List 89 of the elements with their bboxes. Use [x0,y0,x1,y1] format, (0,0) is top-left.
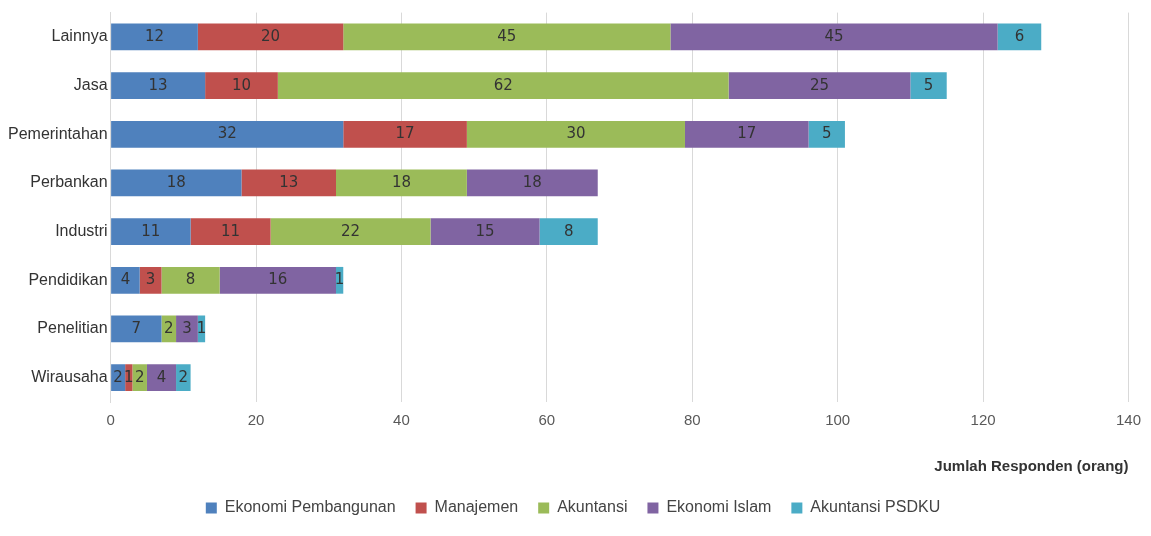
bar [808,120,845,148]
data-label: 3 [182,318,192,337]
bar [343,120,467,148]
bar [270,218,431,246]
data-label: 18 [522,172,542,191]
data-label: 5 [923,75,934,94]
data-label: 12 [144,26,165,45]
bar [277,72,729,99]
legend-label: Akuntansi PSDKU [810,498,941,516]
bar [670,23,998,51]
x-tick-label: 100 [825,411,851,429]
y-tick-label: Pendidikan [28,270,108,288]
data-label: 32 [217,124,237,143]
data-label: 3 [145,270,156,289]
y-tick-label: Penelitian [37,319,108,337]
data-label: 45 [824,26,844,45]
x-tick-label: 40 [393,411,410,429]
bar [205,72,278,99]
bar [336,169,467,197]
y-tick-label: Wirausaha [31,368,108,386]
bar [111,266,140,294]
bar [190,218,271,246]
legend-label: Akuntansi [557,498,628,516]
data-label: 11 [141,221,161,240]
data-label: 2 [178,367,189,386]
bar [241,169,336,197]
bar [111,315,162,343]
data-label: 45 [497,26,517,45]
data-label: 11 [221,221,241,240]
data-label: 30 [566,124,586,143]
x-tick-label: 140 [1115,411,1141,429]
bar [197,23,344,51]
bar [910,72,947,99]
data-label: 18 [166,172,186,191]
data-label: 8 [563,221,574,240]
data-label: 4 [156,367,167,386]
data-label: 17 [737,124,757,143]
data-label: 6 [1014,26,1025,45]
data-label: 1 [196,318,207,337]
data-label: 18 [391,172,411,191]
bar [684,120,809,148]
bar [111,120,344,148]
y-tick-label: Industri [55,222,108,240]
data-label: 8 [185,270,196,289]
bar [161,266,220,294]
data-label: 13 [279,172,299,191]
data-label: 2 [134,367,145,386]
y-tick-label: Lainnya [51,27,108,45]
y-tick-label: Pemerintahan [7,124,108,142]
y-tick-label: Jasa [73,76,108,94]
data-label: 4 [120,270,131,289]
bar [997,23,1042,51]
x-tick-label: 0 [106,411,115,429]
data-label: 15 [475,221,495,240]
x-tick-label: 60 [538,411,556,429]
bar [343,23,671,51]
data-label: 16 [268,270,288,289]
bar [430,218,540,246]
data-label: 25 [809,75,830,94]
bar [111,23,198,51]
bar [146,364,177,392]
data-label: 10 [231,75,252,94]
bar [728,72,911,99]
legend-label: Ekonomi Islam [666,498,772,516]
bar [466,120,685,148]
data-label: 22 [341,221,361,240]
data-label: 2 [164,318,174,337]
bar [111,218,191,246]
bar [139,266,162,294]
x-tick-label: 20 [247,411,265,429]
data-label: 1 [334,270,345,289]
x-axis-title: Jumlah Responden (orang) [934,457,1129,475]
data-label: 2 [113,367,123,386]
data-label: 7 [131,318,142,337]
x-tick-label: 80 [683,411,701,429]
y-tick-label: Perbankan [30,173,108,191]
bar [466,169,598,197]
bar [111,169,242,197]
data-label: 17 [395,124,415,143]
data-label: 13 [148,75,168,94]
legend-label: Ekonomi Pembangunan [224,498,396,516]
bar [111,72,206,99]
data-label: 20 [261,26,281,45]
data-label: 62 [493,75,513,94]
x-tick-label: 120 [970,411,996,429]
bar [539,218,598,246]
data-label: 5 [821,124,832,143]
legend-label: Manajemen [434,498,519,516]
bar [219,266,336,294]
